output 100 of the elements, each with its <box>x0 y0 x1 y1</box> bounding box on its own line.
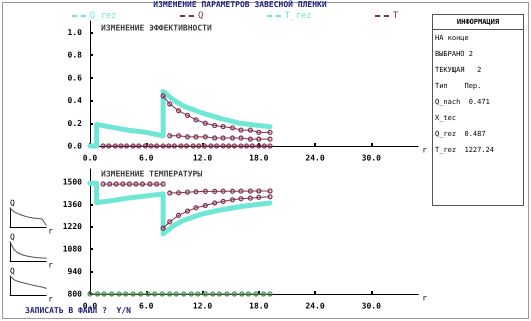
point <box>220 198 226 204</box>
y-tick-label: 1.0 <box>68 28 82 37</box>
point <box>202 120 208 126</box>
point <box>260 291 266 297</box>
point <box>172 143 177 149</box>
point <box>212 135 218 141</box>
text: T_rez <box>284 11 312 21</box>
point <box>184 208 190 214</box>
y-tick-label: 0.6 <box>68 73 82 82</box>
point <box>124 143 130 149</box>
point <box>123 291 128 297</box>
point <box>126 181 132 187</box>
point <box>120 181 126 187</box>
point <box>248 136 253 142</box>
point <box>178 143 184 149</box>
point <box>167 219 172 224</box>
point <box>184 112 190 118</box>
point <box>184 134 190 140</box>
point <box>253 291 259 297</box>
y-tick-label: 1360 <box>62 200 82 209</box>
point <box>244 143 250 149</box>
point <box>238 188 244 194</box>
y-tick-label: 0.4 <box>68 96 82 106</box>
x-tick-label: 24.0 <box>305 302 325 310</box>
point <box>224 291 230 297</box>
point <box>148 143 154 149</box>
point <box>167 291 172 297</box>
point <box>256 136 262 142</box>
point <box>246 291 252 297</box>
point <box>208 143 214 149</box>
x-axis-title: r <box>48 260 54 270</box>
point <box>232 143 237 149</box>
point <box>202 291 208 297</box>
point <box>195 291 200 297</box>
point <box>116 291 122 297</box>
point <box>176 212 182 218</box>
point <box>154 181 160 187</box>
point <box>184 189 190 195</box>
point <box>230 188 236 194</box>
point <box>130 143 136 149</box>
legend-label: T <box>392 11 398 21</box>
point <box>202 143 207 149</box>
chart-title: ИЗМЕНЕНИЕ ТЕМПЕРАТУРЫ <box>101 170 202 178</box>
point <box>230 197 236 202</box>
point <box>167 101 172 107</box>
point <box>174 291 179 297</box>
point <box>250 143 255 149</box>
point <box>152 291 158 297</box>
point <box>230 125 236 130</box>
point <box>112 143 118 149</box>
point <box>196 143 202 149</box>
point <box>193 205 199 210</box>
y-tick-label: 1080 <box>62 244 82 254</box>
x-tick-label: 12.0 <box>192 302 212 310</box>
legend-label: Q <box>198 11 204 21</box>
point <box>184 143 190 149</box>
point <box>238 143 244 149</box>
x-axis-title: r <box>48 226 54 236</box>
point <box>202 134 208 140</box>
x-axis-title: r <box>422 294 428 302</box>
point <box>226 143 232 149</box>
y-tick-label: 0.2 <box>68 118 82 128</box>
point <box>256 188 262 194</box>
y-axis-title: Q <box>10 232 15 242</box>
point <box>94 291 100 297</box>
point <box>107 181 112 187</box>
x-axis-title: r <box>48 294 54 304</box>
point <box>140 181 146 187</box>
point <box>114 181 119 187</box>
y-tick-label: 1220 <box>62 222 82 232</box>
point <box>101 291 107 297</box>
point <box>106 143 112 149</box>
y-axis-title: Q <box>10 198 15 208</box>
point <box>202 202 208 208</box>
y-axis-title: Q <box>10 266 15 276</box>
y-tick-label: 940 <box>68 267 82 276</box>
point <box>193 189 199 194</box>
point <box>176 190 182 196</box>
point <box>238 127 244 133</box>
point <box>202 188 208 194</box>
x-tick-label: 6.0 <box>139 154 154 162</box>
x-tick-label: 30.0 <box>362 154 382 162</box>
point <box>176 133 182 138</box>
point <box>160 143 166 149</box>
y-tick-label: 0.0 <box>68 142 82 150</box>
point <box>108 291 114 297</box>
point <box>181 291 186 297</box>
point <box>248 127 253 133</box>
point <box>238 196 244 202</box>
y-tick-label: 1500 <box>62 177 82 186</box>
point <box>256 194 262 200</box>
x-tick-label: 18.0 <box>249 302 269 310</box>
point <box>146 291 151 297</box>
point <box>212 122 218 128</box>
point <box>176 108 182 114</box>
point <box>239 291 244 297</box>
point <box>133 181 139 187</box>
point <box>238 135 244 141</box>
x-tick-label: 6.0 <box>139 302 154 310</box>
point <box>190 143 196 149</box>
